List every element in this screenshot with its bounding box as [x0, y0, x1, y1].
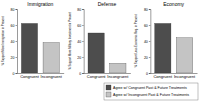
bar: [88, 33, 104, 73]
x-tick-label: Congruent: [20, 74, 40, 79]
y-tick-label: 40: [77, 40, 81, 44]
y-tick: 0: [13, 72, 17, 76]
y-axis: 0 20 40 60 80: [77, 8, 84, 76]
y-tick: 80: [77, 8, 83, 12]
y-tick-label: 40: [11, 40, 15, 44]
figure: 020406080CongruentIncongruentImmigration…: [0, 0, 200, 101]
y-tick-label: 0: [13, 72, 15, 76]
y-tick: 20: [144, 56, 150, 60]
y-axis: 0 20 40 60 80: [11, 8, 18, 76]
x-tick-label: Congruent: [87, 74, 107, 79]
bar: [176, 38, 192, 73]
y-tick: 0: [146, 72, 150, 76]
chart-title: Defense: [98, 1, 117, 7]
y-tick: 80: [144, 8, 150, 12]
chart-title: Immigration: [27, 1, 53, 7]
y-tick-label: 60: [11, 24, 15, 28]
x-tick: Incongruent: [41, 73, 63, 79]
x-tick: Congruent: [20, 73, 40, 79]
y-tick-mark: [82, 41, 84, 42]
legend-swatch: [106, 85, 111, 90]
bar: [155, 23, 171, 73]
y-tick-label: 80: [11, 8, 15, 12]
y-tick-mark: [82, 9, 84, 10]
x-tick: Congruent: [153, 73, 173, 79]
y-tick-mark: [16, 73, 18, 74]
x-tick-label: Incongruent: [174, 74, 196, 79]
bars: [155, 23, 193, 73]
y-axis-title: % Support More Immigration in Present: [1, 16, 5, 65]
y-tick-mark: [16, 57, 18, 58]
legend-swatch: [106, 92, 111, 97]
y-tick-mark: [149, 9, 151, 10]
y-tick-mark: [82, 73, 84, 74]
y-tick: 60: [77, 24, 83, 28]
y-tick: 40: [77, 40, 83, 44]
x-tick: Incongruent: [107, 73, 129, 79]
y-tick: 80: [11, 8, 17, 12]
y-tick-label: 60: [77, 24, 81, 28]
y-tick-label: 20: [144, 56, 148, 60]
x-tick: Incongruent: [174, 73, 196, 79]
legend-label: Agree w/ Congruent Past & Future Treatme…: [113, 86, 187, 90]
y-tick-mark: [149, 41, 151, 42]
y-axis-line: [82, 10, 84, 74]
y-tick: 40: [11, 40, 17, 44]
y-tick-mark: [82, 57, 84, 58]
x-tick-label: Incongruent: [41, 74, 63, 79]
legend: Agree w/ Congruent Past & Future Treatme…: [104, 83, 198, 100]
y-axis-line: [16, 10, 18, 74]
y-tick: 60: [11, 24, 17, 28]
y-tick-mark: [149, 73, 151, 74]
y-tick-label: 0: [146, 72, 148, 76]
chart-title: Economy: [163, 1, 184, 7]
y-tick-mark: [16, 41, 18, 42]
x-axis: CongruentIncongruent: [84, 73, 131, 79]
panel: 0 20 40 60 80 CongruentIncongruent Economy % Su…: [134, 1, 197, 79]
x-tick-label: Incongruent: [107, 74, 129, 79]
y-tick-label: 40: [144, 40, 148, 44]
bar: [43, 43, 59, 73]
y-tick: 60: [144, 24, 150, 28]
y-tick-label: 20: [77, 56, 81, 60]
y-axis-title: % Support Less Economic Reg. in Present: [134, 14, 138, 67]
x-axis: CongruentIncongruent: [151, 73, 198, 79]
y-axis-title: % Support More Military Investment in Pr…: [68, 12, 72, 70]
y-axis: 0 20 40 60 80: [144, 8, 151, 76]
legend-box: [104, 83, 198, 100]
y-tick-label: 0: [79, 72, 81, 76]
y-tick: 0: [79, 72, 83, 76]
bars: [21, 23, 59, 73]
y-tick-label: 80: [77, 8, 81, 12]
y-tick-label: 60: [144, 24, 148, 28]
bar: [21, 23, 37, 73]
y-tick-label: 80: [144, 8, 148, 12]
x-axis: CongruentIncongruent: [18, 73, 65, 79]
y-tick-mark: [149, 25, 151, 26]
y-tick-mark: [149, 57, 151, 58]
panel: 0 20 40 60 80 CongruentIncongruent Immigration…: [1, 1, 64, 79]
y-tick-mark: [82, 25, 84, 26]
bar: [110, 63, 126, 73]
y-tick-mark: [16, 9, 18, 10]
y-tick-mark: [16, 25, 18, 26]
y-axis-line: [149, 10, 151, 74]
bars: [88, 33, 126, 73]
y-tick: 40: [144, 40, 150, 44]
y-tick: 20: [11, 56, 17, 60]
legend-label: Agree w/ Incongruent Past & Future Treat…: [113, 93, 189, 97]
panel: 0 20 40 60 80 CongruentIncongruent Defense % Su…: [68, 1, 131, 79]
x-tick-label: Congruent: [153, 74, 173, 79]
x-tick: Congruent: [87, 73, 107, 79]
y-tick-label: 20: [11, 56, 15, 60]
y-tick: 20: [77, 56, 83, 60]
